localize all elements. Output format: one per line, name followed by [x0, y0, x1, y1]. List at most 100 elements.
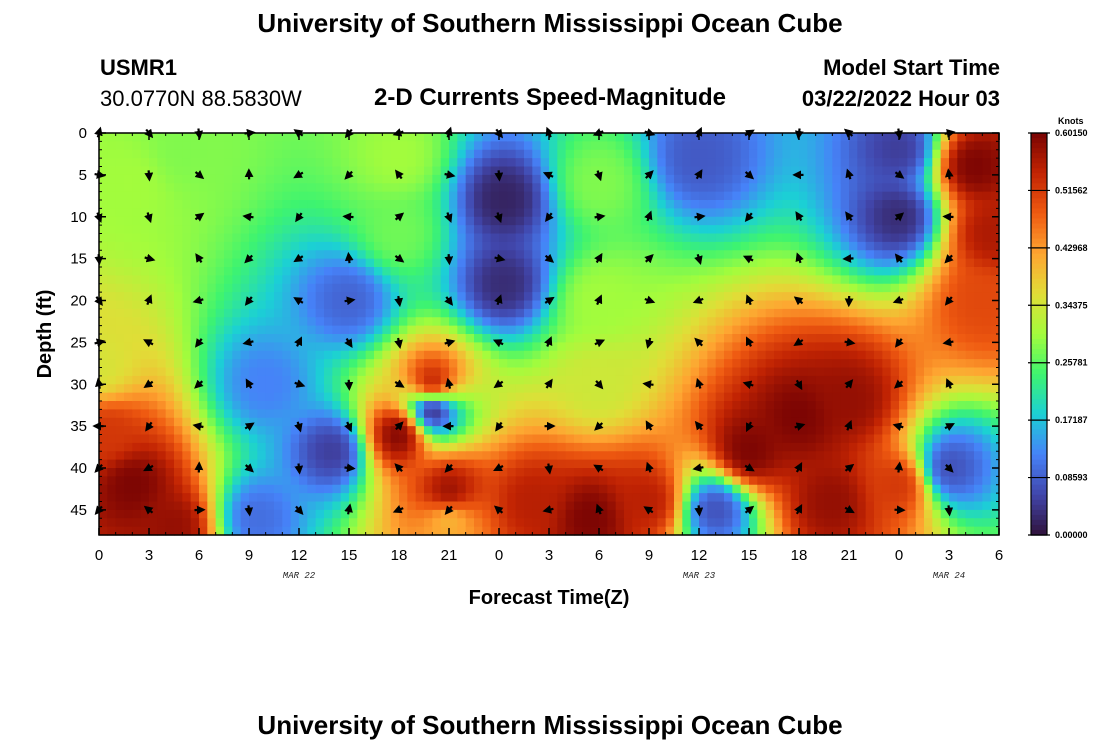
- heatmap-cell: [699, 325, 708, 335]
- heatmap-cell: [349, 367, 358, 377]
- heatmap-cell: [774, 426, 783, 436]
- heatmap-cell: [407, 191, 417, 201]
- heatmap-cell: [440, 518, 450, 528]
- heatmap-cell: [449, 200, 458, 209]
- heatmap-cell: [899, 158, 908, 168]
- heatmap-cell: [882, 359, 892, 369]
- heatmap-cell: [799, 250, 808, 260]
- heatmap-cell: [824, 476, 833, 486]
- heatmap-cell: [682, 275, 692, 285]
- heatmap-cell: [932, 300, 942, 310]
- heatmap-cell: [707, 292, 717, 302]
- heatmap-cell: [115, 141, 125, 151]
- heatmap-cell: [782, 275, 792, 285]
- heatmap-cell: [515, 434, 525, 444]
- heatmap-cell: [840, 434, 850, 444]
- heatmap-cell: [590, 451, 600, 461]
- heatmap-cell: [349, 434, 358, 444]
- heatmap-cell: [274, 342, 283, 352]
- heatmap-cell: [699, 392, 708, 402]
- heatmap-cell: [690, 308, 700, 318]
- heatmap-cell: [215, 325, 225, 335]
- heatmap-cell: [615, 241, 625, 251]
- heatmap-cell: [774, 233, 783, 243]
- heatmap-cell: [524, 484, 533, 494]
- heatmap-cell: [657, 468, 667, 477]
- heatmap-cell: [299, 325, 308, 335]
- heatmap-cell: [590, 518, 600, 528]
- heatmap-cell: [649, 526, 658, 536]
- heatmap-cell: [732, 409, 742, 419]
- heatmap-cell: [307, 518, 317, 528]
- heatmap-cell: [249, 518, 258, 528]
- heatmap-cell: [749, 258, 758, 268]
- heatmap-cell: [165, 250, 175, 260]
- heatmap-cell: [549, 484, 558, 494]
- heatmap-cell: [957, 367, 967, 377]
- heatmap-cell: [474, 334, 483, 343]
- heatmap-cell: [565, 401, 575, 410]
- heatmap-cell: [465, 317, 475, 327]
- heatmap-cell: [432, 258, 442, 268]
- heatmap-cell: [674, 166, 683, 176]
- heatmap-cell: [507, 459, 517, 469]
- heatmap-cell: [799, 200, 808, 209]
- heatmap-cell: [574, 375, 583, 385]
- heatmap-cell: [407, 141, 417, 151]
- heatmap-cell: [165, 484, 175, 494]
- heatmap-cell: [574, 241, 583, 251]
- heatmap-cell: [582, 183, 592, 193]
- heatmap-cell: [957, 292, 967, 302]
- heatmap-cell: [474, 283, 483, 293]
- heatmap-cell: [107, 233, 117, 243]
- heatmap-cell: [257, 476, 267, 486]
- heatmap-cell: [182, 216, 192, 226]
- heatmap-cell: [890, 233, 900, 243]
- heatmap-cell: [657, 509, 667, 519]
- heatmap-cell: [699, 409, 708, 419]
- heatmap-cell: [574, 317, 583, 327]
- heatmap-cell: [290, 174, 300, 184]
- heatmap-cell: [232, 292, 242, 302]
- heatmap-cell: [515, 526, 525, 536]
- heatmap-cell: [624, 434, 633, 444]
- heatmap-cell: [132, 317, 142, 327]
- heatmap-cell: [949, 166, 958, 176]
- heatmap-cell: [732, 509, 742, 519]
- heatmap-cell: [332, 149, 342, 159]
- heatmap-cell: [115, 375, 125, 385]
- heatmap-cell: [732, 308, 742, 318]
- heatmap-cell: [824, 174, 833, 184]
- heatmap-cell: [307, 401, 317, 410]
- heatmap-cell: [599, 484, 608, 494]
- heatmap-cell: [140, 241, 150, 251]
- heatmap-cell: [515, 250, 525, 260]
- heatmap-cell: [382, 208, 392, 218]
- heatmap-cell: [890, 367, 900, 377]
- heatmap-cell: [849, 250, 858, 260]
- heatmap-cell: [357, 183, 367, 193]
- heatmap-cell: [857, 174, 867, 184]
- heatmap-cell: [665, 166, 675, 176]
- heatmap-cell: [115, 317, 125, 327]
- heatmap-cell: [532, 367, 542, 377]
- heatmap-cell: [899, 468, 908, 477]
- heatmap-cell: [299, 468, 308, 477]
- heatmap-cell: [499, 241, 508, 251]
- heatmap-cell: [240, 233, 250, 243]
- heatmap-cell: [415, 509, 425, 519]
- heatmap-cell: [582, 200, 592, 209]
- heatmap-cell: [949, 174, 958, 184]
- heatmap-cell: [390, 225, 400, 235]
- heatmap-cell: [249, 434, 258, 444]
- heatmap-cell: [774, 183, 783, 193]
- heatmap-cell: [590, 359, 600, 369]
- heatmap-cell: [315, 183, 325, 193]
- heatmap-cell: [782, 166, 792, 176]
- heatmap-cell: [107, 292, 117, 302]
- heatmap-cell: [607, 325, 617, 335]
- heatmap-cell: [582, 141, 592, 151]
- heatmap-cell: [949, 350, 958, 360]
- heatmap-cell: [907, 342, 917, 352]
- heatmap-cell: [465, 384, 475, 394]
